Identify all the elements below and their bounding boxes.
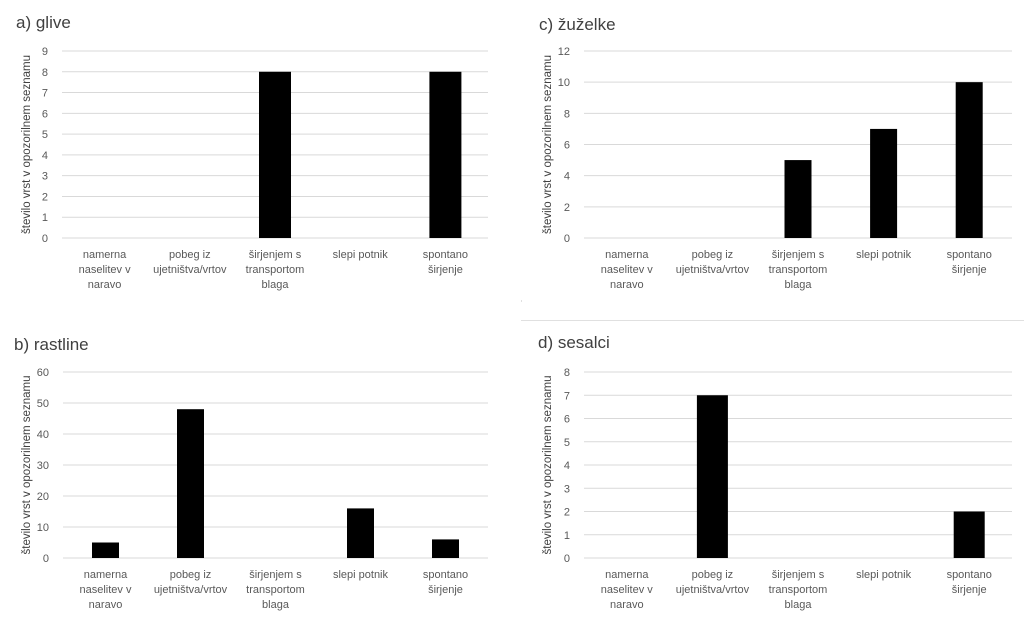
x-category-label: širjenjem s transportom blaga [246,249,305,291]
x-category-label: namerna naselitev v naravo [601,569,653,611]
y-axis-label: število vrst v opozorilnem seznamu [21,55,33,234]
y-tick-label: 7 [42,88,48,100]
y-axis-label: število vrst v opozorilnem seznamu [542,376,554,555]
panel-divider-horizontal [521,320,1024,321]
y-tick-label: 20 [37,491,49,503]
bar-sesalci-5 [953,511,985,558]
chart-title: d) sesalci [538,333,610,352]
y-tick-label: 4 [42,150,48,162]
chart-panel-glive: a) glive število vrst v opozorilnem sezna… [0,0,512,300]
y-tick-label: 2 [564,507,570,519]
y-tick-label: 40 [37,429,49,441]
bar-zuzelke-5 [955,82,983,239]
x-category-label: širjenjem s transportom blaga [769,249,828,291]
chart-panel-rastline: b) rastline število vrst v opozorilnem se… [0,322,512,622]
bar-zuzelke-4 [870,128,898,238]
y-tick-label: 5 [564,437,570,449]
x-category-label: slepi potnik [333,249,389,261]
y-tick-label: 7 [564,390,570,402]
y-tick-label: 8 [42,67,48,79]
y-tick-label: 3 [42,171,48,183]
bar-glive-3 [259,71,291,239]
x-category-label: pobeg iz ujetništva/vrtov [154,569,228,596]
x-category-label: spontano širjenje [947,249,992,276]
y-tick-label: 60 [37,367,49,379]
x-category-label: pobeg iz ujetništva/vrtov [153,249,227,276]
chart-panel-zuzelke: c) žuželke število vrst v opozorilnem sez… [521,0,1024,300]
chart-title: a) glive [16,13,71,32]
y-axis-label: število vrst v opozorilnem seznamu [21,376,33,555]
x-category-label: pobeg iz ujetništva/vrtov [676,569,750,596]
y-tick-label: 0 [43,553,49,565]
y-tick-label: 1 [42,212,48,224]
x-category-label: spontano širjenje [423,569,468,596]
x-category-label: slepi potnik [856,569,912,581]
y-tick-label: 2 [564,202,570,214]
bar-glive-5 [429,71,462,239]
bar-sesalci-2 [696,395,728,558]
y-tick-label: 2 [42,191,48,203]
chart-sesalci: d) sesalci število vrst v opozorilnem sez… [538,333,1012,611]
x-category-label: širjenjem s transportom blaga [769,569,828,611]
y-tick-label: 50 [37,398,49,410]
y-tick-label: 4 [564,460,570,472]
chart-title: c) žuželke [539,15,616,34]
y-tick-label: 5 [42,129,48,141]
y-tick-label: 1 [564,530,570,542]
y-tick-label: 0 [564,233,570,245]
chart-rastline: b) rastline število vrst v opozorilnem se… [14,335,488,611]
x-category-label: slepi potnik [856,249,912,261]
x-category-label: širjenjem s transportom blaga [246,569,305,611]
x-category-label: spontano širjenje [947,569,992,596]
x-category-label: namerna naselitev v naravo [79,249,131,291]
chart-title: b) rastline [14,335,89,354]
y-tick-label: 3 [564,483,570,495]
y-tick-label: 10 [37,522,49,534]
y-tick-label: 9 [42,46,48,58]
bar-rastline-2 [177,409,204,558]
y-tick-label: 8 [564,367,570,379]
x-category-label: spontano širjenje [423,249,468,276]
bar-rastline-4 [347,508,374,558]
y-tick-label: 6 [42,108,48,120]
x-category-label: namerna naselitev v naravo [601,249,653,291]
y-tick-label: 0 [564,553,570,565]
bar-rastline-5 [432,539,459,558]
y-axis-label: število vrst v opozorilnem seznamu [542,55,554,234]
chart-zuzelke: c) žuželke število vrst v opozorilnem sez… [539,15,1012,291]
y-tick-label: 4 [564,171,570,183]
chart-panel-sesalci: d) sesalci število vrst v opozorilnem sez… [521,322,1024,622]
panel-divider-vertical [521,300,522,302]
y-tick-label: 6 [564,414,570,426]
x-category-label: slepi potnik [333,569,389,581]
bar-rastline-1 [92,542,119,558]
y-tick-label: 10 [558,77,570,89]
y-tick-label: 0 [42,233,48,245]
x-category-label: namerna naselitev v naravo [80,569,132,611]
x-category-label: pobeg iz ujetništva/vrtov [676,249,750,276]
y-tick-label: 8 [564,108,570,120]
bar-zuzelke-3 [784,160,812,238]
y-tick-label: 6 [564,140,570,152]
chart-glive: a) glive število vrst v opozorilnem sezna… [16,13,488,291]
y-tick-label: 12 [558,46,570,58]
y-tick-label: 30 [37,460,49,472]
